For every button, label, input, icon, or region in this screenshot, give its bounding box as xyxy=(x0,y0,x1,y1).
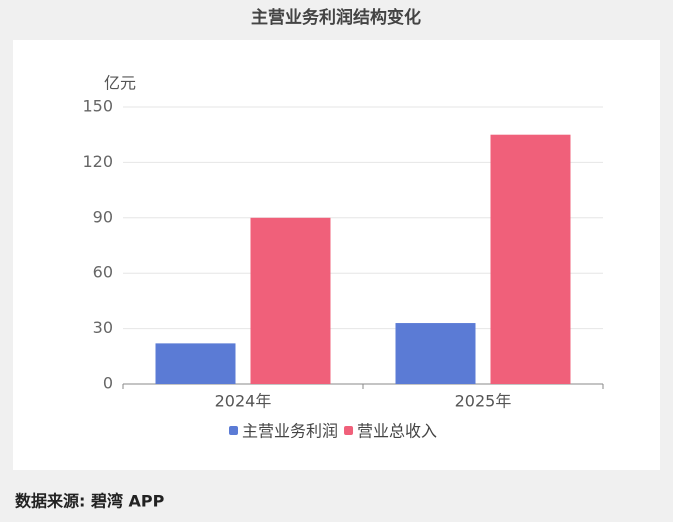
source: 数据来源: 碧湾 APP xyxy=(15,492,165,511)
y-axis-label: 亿元 xyxy=(104,74,136,93)
y-tick-label: 150 xyxy=(82,97,113,116)
y-tick-label: 0 xyxy=(103,374,113,393)
y-tick-label: 120 xyxy=(82,152,113,171)
bar xyxy=(250,217,331,384)
bar xyxy=(490,134,571,384)
legend-label: 主营业务利润 xyxy=(242,422,338,441)
legend-swatch xyxy=(229,426,238,435)
y-tick-label: 30 xyxy=(93,318,113,337)
x-tick-label: 2025年 xyxy=(455,392,512,411)
bar xyxy=(155,343,236,384)
y-tick-label: 90 xyxy=(93,207,113,226)
chart-title: 主营业务利润结构变化 xyxy=(251,7,421,28)
legend-label: 营业总收入 xyxy=(357,422,437,441)
x-tick-label: 2024年 xyxy=(215,392,272,411)
y-tick-label: 60 xyxy=(93,263,113,282)
legend-swatch xyxy=(344,426,354,435)
bar xyxy=(395,323,476,384)
